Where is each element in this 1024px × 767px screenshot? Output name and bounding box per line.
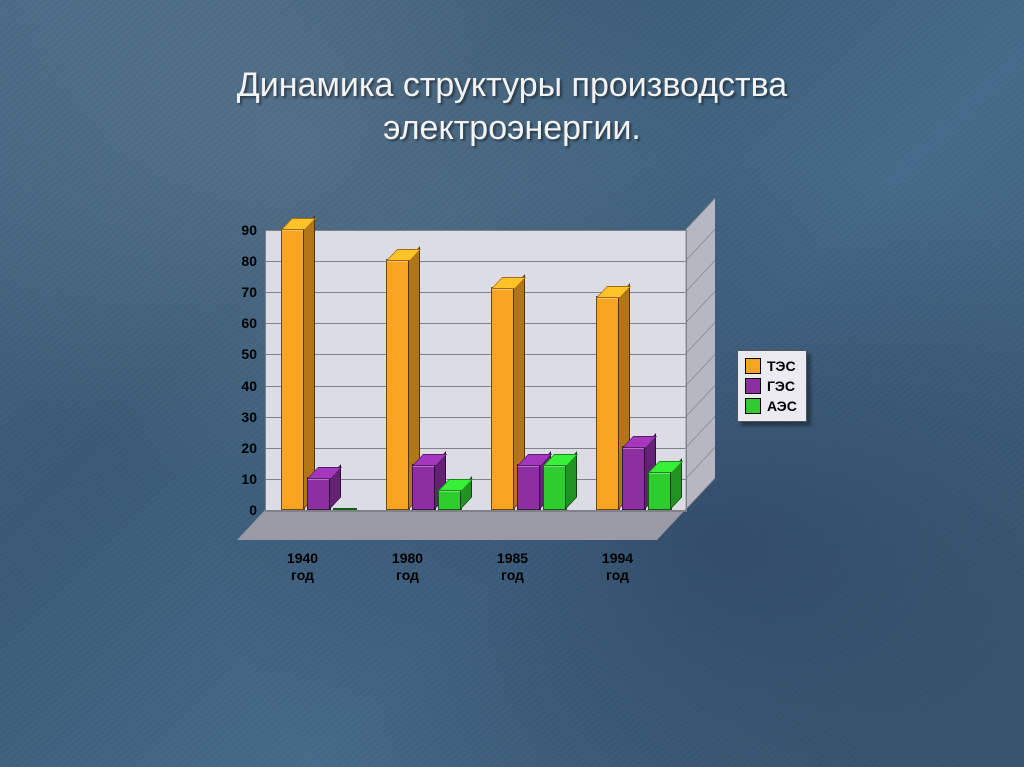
bar-ТЭС [596,298,618,510]
ytick-label: 90 [215,222,257,238]
plot-area [265,230,685,530]
slide-title: Динамика структуры производства электроэ… [0,64,1024,149]
gridline [265,510,685,511]
bar-АЭС [438,491,460,510]
bar-ГЭС [307,479,329,510]
ytick-label: 80 [215,253,257,269]
bar-ГЭС [622,448,644,510]
bar-АЭС [648,473,670,510]
legend: ТЭС ГЭС АЭС [737,350,807,422]
xlabel: 1985год [468,550,558,584]
chart-floor [237,510,685,540]
bar-АЭС [543,466,565,510]
bar-ГЭС [517,466,539,510]
ytick-label: 50 [215,346,257,362]
title-line-2: электроэнергии. [383,109,641,147]
legend-label: ГЭС [767,378,795,394]
gridline [265,230,685,231]
ytick-label: 30 [215,409,257,425]
legend-label: АЭС [767,398,797,414]
xlabel: 1940год [258,550,348,584]
bar-ТЭС [281,230,303,510]
legend-item: ГЭС [745,376,797,396]
xlabel: 1994год [573,550,663,584]
slide-root: Динамика структуры производства электроэ… [0,0,1024,767]
ytick-label: 70 [215,284,257,300]
legend-swatch [745,358,761,374]
ytick-label: 60 [215,315,257,331]
ytick-label: 10 [215,471,257,487]
legend-item: ТЭС [745,356,797,376]
legend-label: ТЭС [767,358,796,374]
legend-swatch [745,398,761,414]
bar-ТЭС [386,261,408,510]
title-line-1: Динамика структуры производства [237,66,787,104]
legend-item: АЭС [745,396,797,416]
bar-ГЭС [412,466,434,510]
legend-swatch [745,378,761,394]
ytick-label: 20 [215,440,257,456]
xlabel: 1980год [363,550,453,584]
chart: ТЭСГЭСАЭС 01020304050607080901940год1980… [215,230,835,630]
ytick-label: 40 [215,378,257,394]
ytick-label: 0 [215,502,257,518]
bar-ТЭС [491,289,513,510]
gridline [265,261,685,262]
